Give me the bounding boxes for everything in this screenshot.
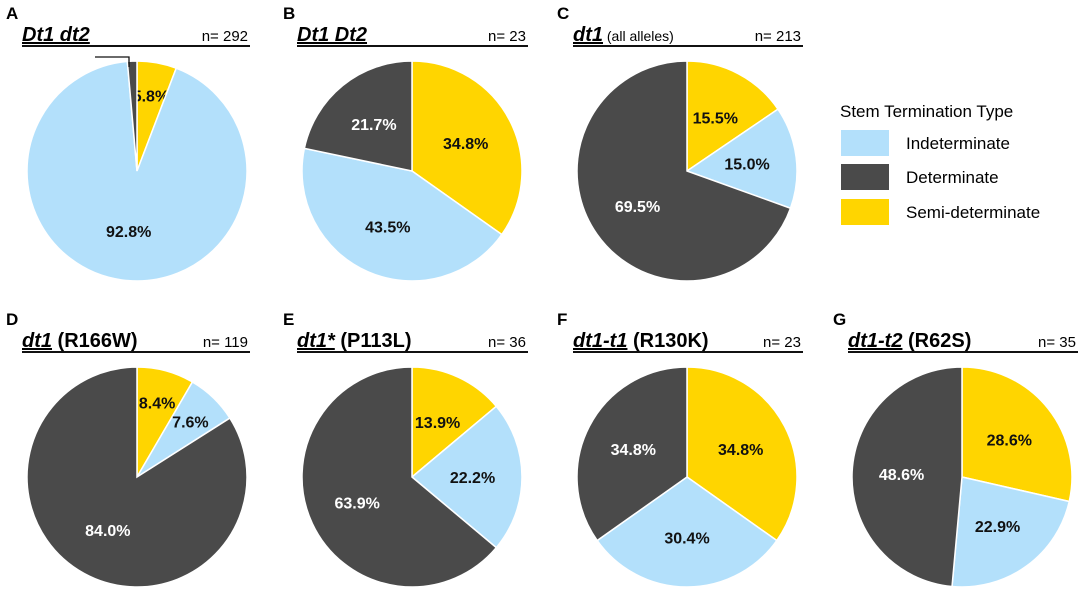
legend-label-semi-determinate: Semi-determinate: [906, 203, 1040, 222]
slice-label-determinate: 1.4%: [55, 52, 91, 69]
pie-slice-semi-determinate: [686, 60, 780, 173]
slice-label-determinate: 69.5%: [615, 199, 660, 216]
legend-swatch-determinate: [841, 164, 889, 190]
sample-size-label: n= 23: [763, 334, 801, 351]
pie-slice-indeterminate: [301, 147, 503, 282]
pie-slice-indeterminate: [26, 60, 248, 282]
pie-slice-determinate: [301, 366, 498, 588]
panel-title-part: Dt1 dt2: [22, 24, 90, 46]
sample-size-label: n= 292: [202, 28, 248, 45]
sample-size-label: n= 119: [203, 334, 248, 351]
slice-label-determinate: 34.8%: [611, 442, 656, 459]
slice-label-indeterminate: 43.5%: [365, 219, 410, 236]
pie-slice-semi-determinate: [411, 60, 523, 236]
pie-slice-indeterminate: [685, 108, 798, 210]
slice-label-semi-determinate: 34.8%: [718, 442, 763, 459]
panel-title-part: dt1*: [297, 330, 336, 352]
panel-letter: F: [557, 310, 567, 329]
legend-title: Stem Termination Type: [840, 102, 1013, 121]
pie-slice-semi-determinate: [961, 366, 1073, 503]
panel-letter: B: [283, 4, 295, 23]
slice-label-indeterminate: 30.4%: [664, 531, 709, 548]
pie-slice-determinate: [126, 60, 138, 172]
legend-label-indeterminate: Indeterminate: [906, 134, 1010, 153]
slice-label-semi-determinate: 15.5%: [693, 111, 738, 128]
panel-title-part: dt1-t1: [573, 330, 627, 352]
sample-size-label: n= 213: [755, 28, 801, 45]
sample-size-label: n= 35: [1038, 334, 1076, 351]
slice-label-semi-determinate: 8.4%: [139, 396, 175, 413]
panel-letter: C: [557, 4, 569, 23]
panel-title-part: (all alleles): [603, 28, 674, 44]
leader-line: [95, 56, 130, 67]
panel-letter: G: [833, 310, 846, 329]
slice-label-semi-determinate: 13.9%: [415, 415, 460, 432]
panel-letter: A: [6, 4, 18, 23]
sample-size-label: n= 23: [488, 28, 526, 45]
pie-slice-determinate: [851, 366, 963, 588]
panel-title: dt1* (P113L): [297, 330, 412, 352]
panel-title-part: (R62S): [902, 330, 971, 352]
panel-letter: D: [6, 310, 18, 329]
slice-label-semi-determinate: 5.8%: [133, 88, 169, 105]
pie-slice-indeterminate: [410, 405, 523, 549]
slice-label-semi-determinate: 28.6%: [987, 432, 1032, 449]
slice-label-determinate: 21.7%: [351, 117, 396, 134]
slice-label-determinate: 63.9%: [334, 496, 379, 513]
panel-title: Dt1 dt2: [22, 24, 90, 46]
panel-title-part: dt1-t2: [848, 330, 902, 352]
slice-label-indeterminate: 15.0%: [724, 156, 769, 173]
panel-title: Dt1 Dt2: [297, 24, 367, 46]
slice-label-determinate: 48.6%: [879, 467, 924, 484]
panel-title: dt1-t2 (R62S): [848, 330, 971, 352]
pie-slice-semi-determinate: [686, 366, 798, 542]
pie-slice-determinate: [303, 60, 413, 172]
pie-slice-indeterminate: [596, 476, 778, 588]
slice-label-determinate: 84.0%: [85, 523, 130, 540]
sample-size-label: n= 36: [488, 334, 526, 351]
slice-label-indeterminate: 22.2%: [450, 470, 495, 487]
panel-title-part: (P113L): [335, 330, 412, 352]
pie-slice-indeterminate: [951, 476, 1071, 588]
pie-slice-determinate: [26, 366, 248, 588]
panel-title: dt1-t1 (R130K): [573, 330, 709, 352]
pie-slice-determinate: [576, 60, 792, 282]
slice-label-indeterminate: 7.6%: [172, 415, 208, 432]
panel-title-part: Dt1 Dt2: [297, 24, 367, 46]
panel-title: dt1 (all alleles): [573, 24, 674, 46]
pie-slice-semi-determinate: [411, 366, 498, 479]
legend: Stem Termination Type Indeterminate Dete…: [840, 102, 1040, 225]
slice-label-indeterminate: 92.8%: [106, 224, 151, 241]
panel-title-part: dt1: [22, 330, 52, 352]
pie-slice-determinate: [576, 366, 688, 542]
panel-letter: E: [283, 310, 294, 329]
panel-title-part: (R130K): [627, 330, 708, 352]
legend-label-determinate: Determinate: [906, 168, 999, 187]
panel-title: dt1 (R166W): [22, 330, 138, 352]
slice-label-semi-determinate: 34.8%: [443, 136, 488, 153]
panel-title-part: (R166W): [52, 330, 138, 352]
panel-title-part: dt1: [573, 24, 603, 46]
legend-swatch-semi-determinate: [841, 199, 889, 225]
legend-swatch-indeterminate: [841, 130, 889, 156]
slice-label-indeterminate: 22.9%: [975, 519, 1020, 536]
